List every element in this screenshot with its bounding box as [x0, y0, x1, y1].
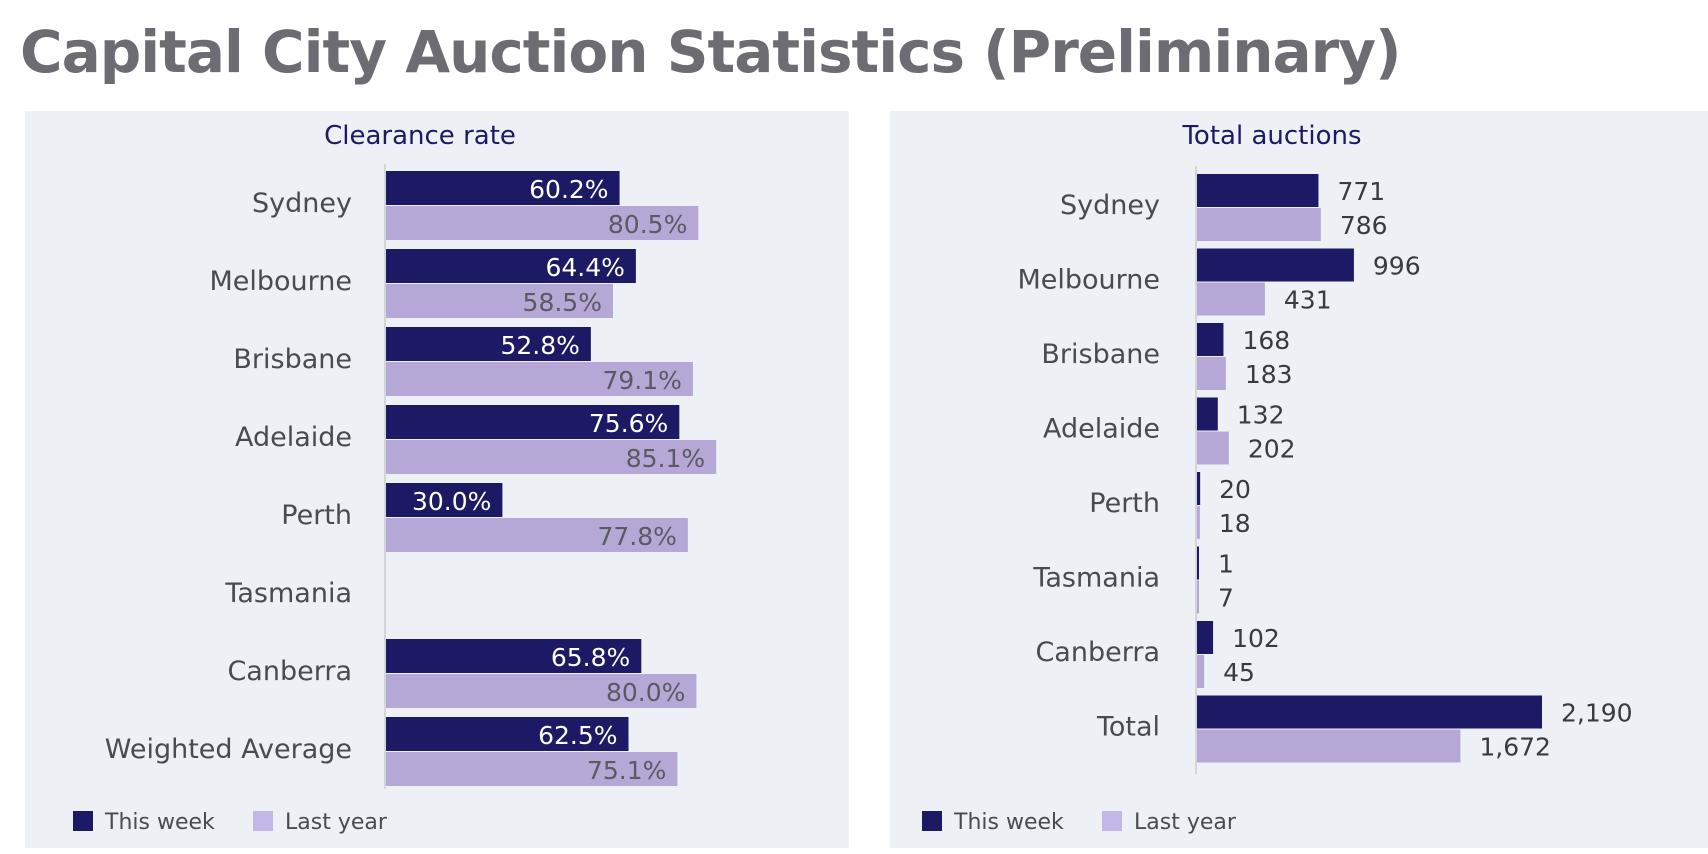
data-label-last-year-canberra: 45 [1223, 658, 1255, 687]
legend-swatch-this-week [922, 811, 942, 831]
bar-this-week-brisbane [1197, 323, 1224, 356]
data-label-this-week-sydney: 60.2% [529, 175, 608, 204]
bar-last-year-brisbane [386, 362, 693, 396]
data-label-this-week-canberra: 102 [1232, 624, 1280, 653]
data-label-last-year-brisbane: 79.1% [602, 366, 681, 395]
chart-title: Clearance rate [324, 121, 516, 151]
data-label-this-week-adelaide: 132 [1237, 401, 1285, 430]
bar-this-week-melbourne [386, 249, 636, 283]
clearance-rate-chart: Clearance rate Sydney 60.2%80.5% Melbourne 6… [73, 121, 717, 835]
bar-this-week-adelaide [1197, 397, 1218, 431]
data-label-this-week-tasmania: 1 [1218, 550, 1234, 579]
category-label-adelaide: Adelaide [235, 422, 352, 453]
category-label-tasmania: Tasmania [224, 578, 352, 609]
legend-label-last-year: Last year [285, 810, 388, 835]
bar-last-year-perth [1197, 506, 1200, 539]
data-label-this-week-sydney: 771 [1337, 177, 1385, 206]
data-label-last-year-adelaide: 202 [1248, 435, 1296, 464]
category-label-brisbane: Brisbane [1041, 339, 1160, 370]
data-label-this-week-adelaide: 75.6% [589, 409, 668, 438]
bar-this-week-perth [386, 483, 503, 517]
data-label-last-year-melbourne: 431 [1284, 286, 1332, 315]
legend-swatch-last-year [253, 811, 273, 831]
data-label-this-week-brisbane: 52.8% [500, 331, 579, 360]
data-label-this-week-melbourne: 64.4% [545, 253, 624, 282]
data-label-this-week-perth: 30.0% [412, 487, 491, 516]
data-label-last-year-adelaide: 85.1% [626, 444, 705, 473]
bar-last-year-sydney [1197, 208, 1321, 241]
bar-last-year-canberra [386, 674, 697, 708]
category-label-canberra: Canberra [1035, 637, 1160, 668]
bar-this-week-sydney [1197, 174, 1319, 207]
bar-this-week-total [1197, 695, 1542, 729]
legend-swatch-last-year [1102, 811, 1122, 831]
category-label-sydney: Sydney [1060, 190, 1160, 221]
data-label-last-year-canberra: 80.0% [606, 678, 685, 707]
bar-this-week-perth [1197, 472, 1201, 505]
category-label-melbourne: Melbourne [1017, 265, 1160, 296]
bar-last-year-sydney [386, 206, 699, 240]
total-auctions-chart-panel: Total auctions Sydney 771 786 Melbourne 996 43… [890, 111, 1708, 848]
data-label-last-year-sydney: 786 [1340, 211, 1388, 240]
legend-label-this-week: This week [953, 810, 1064, 835]
bar-last-year-tasmania [1197, 580, 1199, 614]
bar-last-year-melbourne [386, 284, 613, 318]
data-label-this-week-weighted-average: 62.5% [538, 721, 617, 750]
category-label-total: Total [1096, 712, 1160, 743]
data-label-last-year-total: 1,672 [1479, 733, 1551, 762]
data-label-last-year-melbourne: 58.5% [523, 288, 602, 317]
bar-this-week-brisbane [386, 327, 591, 361]
category-label-brisbane: Brisbane [233, 344, 352, 375]
legend-label-last-year: Last year [1134, 810, 1237, 835]
bar-this-week-canberra [1197, 621, 1214, 654]
data-label-this-week-canberra: 65.8% [551, 643, 630, 672]
chart-title: Total auctions [1181, 121, 1361, 151]
data-label-last-year-weighted-average: 75.1% [587, 756, 666, 785]
bar-this-week-adelaide [386, 405, 680, 439]
bar-this-week-melbourne [1197, 248, 1354, 282]
bar-last-year-adelaide [1197, 431, 1229, 465]
category-label-weighted-average: Weighted Average [105, 734, 352, 765]
category-label-melbourne: Melbourne [209, 266, 352, 297]
bar-this-week-weighted-average [386, 717, 629, 751]
data-label-last-year-brisbane: 183 [1245, 360, 1293, 389]
legend: This week Last year [73, 810, 388, 835]
bar-this-week-canberra [386, 639, 642, 673]
data-label-this-week-melbourne: 996 [1373, 252, 1421, 281]
data-label-last-year-perth: 18 [1219, 509, 1251, 538]
category-label-perth: Perth [281, 500, 352, 531]
category-label-sydney: Sydney [252, 188, 352, 219]
category-label-perth: Perth [1089, 488, 1160, 519]
bar-last-year-perth [386, 518, 688, 552]
category-label-adelaide: Adelaide [1043, 414, 1160, 445]
clearance-rate-chart-panel: Clearance rate Sydney 60.2% 80.5% Melbourne 6… [25, 111, 849, 848]
data-label-this-week-brisbane: 168 [1242, 326, 1290, 355]
data-label-last-year-perth: 77.8% [597, 522, 676, 551]
legend-swatch-this-week [73, 811, 93, 831]
page-title: Capital City Auction Statistics (Prelimi… [20, 18, 1402, 86]
legend: This week Last year [922, 810, 1237, 835]
total-auctions-chart: Total auctions Sydney 771 786 Melbourne 996 43… [922, 121, 1633, 835]
bar-last-year-brisbane [1197, 357, 1226, 390]
bar-this-week-tasmania [1197, 546, 1199, 580]
bar-last-year-total [1197, 729, 1461, 763]
legend-label-this-week: This week [104, 810, 215, 835]
data-label-this-week-total: 2,190 [1561, 699, 1633, 728]
bar-last-year-melbourne [1197, 282, 1265, 316]
bar-last-year-canberra [1197, 655, 1205, 688]
data-label-this-week-perth: 20 [1219, 475, 1251, 504]
category-label-canberra: Canberra [227, 656, 352, 687]
data-label-last-year-tasmania: 7 [1218, 584, 1234, 613]
bar-last-year-weighted-average [386, 752, 678, 786]
bar-this-week-sydney [386, 171, 620, 205]
category-label-tasmania: Tasmania [1032, 563, 1160, 594]
bar-last-year-adelaide [386, 440, 717, 474]
data-label-last-year-sydney: 80.5% [608, 210, 687, 239]
